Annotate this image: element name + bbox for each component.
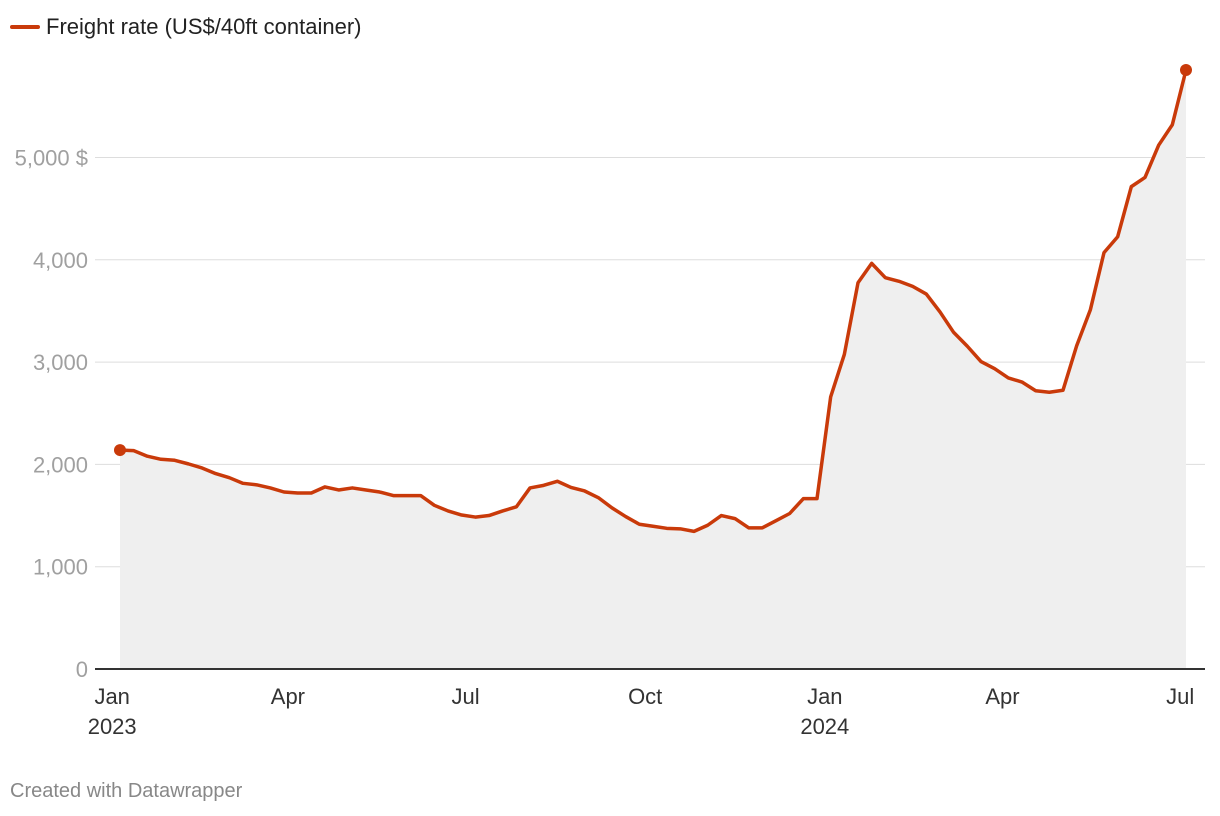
x-tick-label: Apr — [271, 684, 305, 709]
x-tick-label: Jul — [1166, 684, 1194, 709]
y-tick-label: 3,000 — [33, 350, 88, 375]
legend: Freight rate (US$/40ft container) — [10, 14, 361, 40]
legend-label: Freight rate (US$/40ft container) — [46, 14, 362, 39]
x-tick-label: Oct — [628, 684, 662, 709]
y-tick-label: 1,000 — [33, 555, 88, 580]
legend-swatch — [10, 25, 40, 29]
x-tick-label: Jan — [94, 684, 129, 709]
y-tick-label: 5,000 $ — [15, 145, 88, 170]
credit-text: Created with Datawrapper — [10, 780, 243, 802]
y-tick-label: 0 — [76, 657, 88, 682]
x-tick-label: Apr — [985, 684, 1019, 709]
chart: 0 1,000 2,000 3,000 4,000 5,000 $ Jan 2023 Apr Ju… — [15, 64, 1205, 739]
x-tick-sublabel: 2023 — [88, 714, 137, 739]
end-point — [1180, 64, 1192, 76]
y-tick-label: 2,000 — [33, 452, 88, 477]
x-tick-label: Jul — [452, 684, 480, 709]
series-line — [118, 68, 1188, 534]
x-tick-sublabel: 2024 — [800, 714, 849, 739]
area-fill — [120, 70, 1186, 669]
y-tick-label: 4,000 — [33, 248, 88, 273]
x-tick-label: Jan — [807, 684, 842, 709]
start-point — [114, 444, 126, 457]
